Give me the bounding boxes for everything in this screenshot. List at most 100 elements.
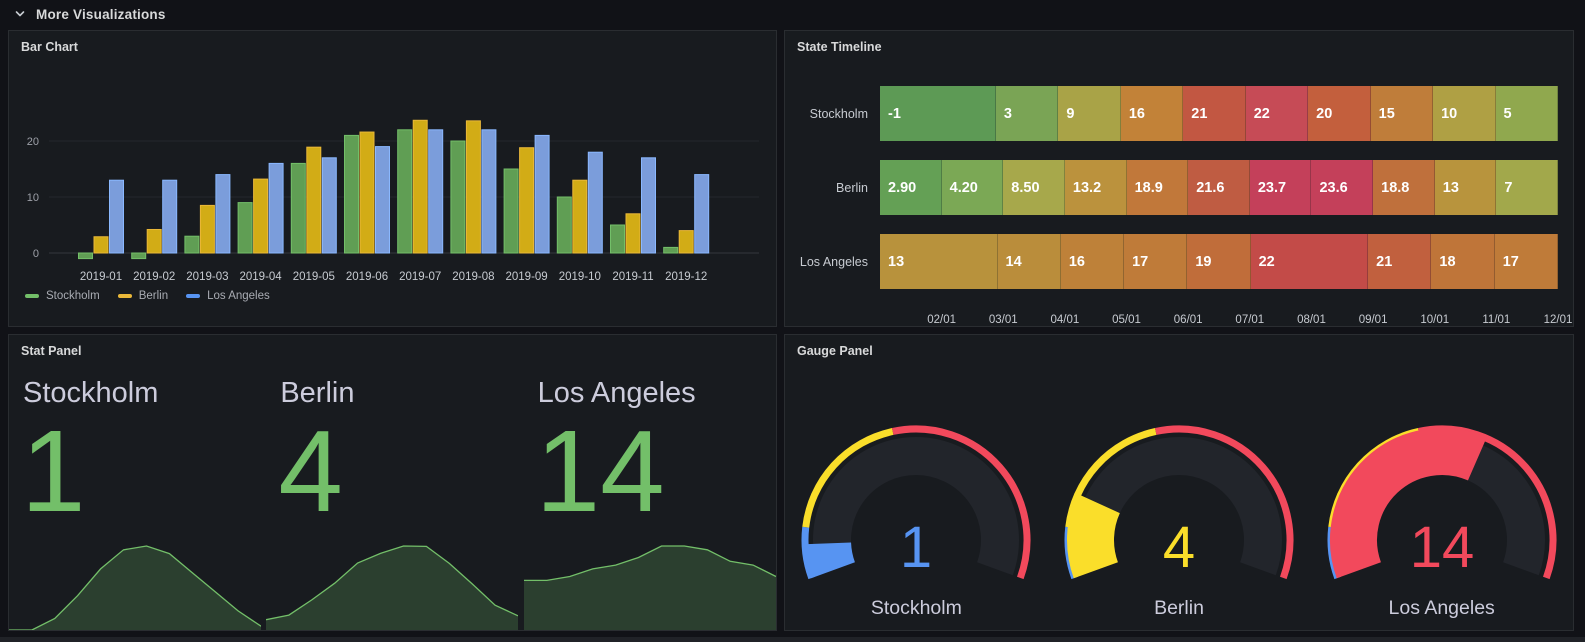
timeline-cell[interactable]: 21.6	[1188, 160, 1250, 215]
timeline-cells: 13 14 16 17 19 22 21 18 17	[880, 234, 1558, 289]
bar-berlin-2019-11	[625, 213, 641, 254]
bar-stockholm-2019-05	[290, 162, 306, 254]
bar-chart-x-tick: 2019-10	[559, 271, 601, 283]
bar-chart-panel: Bar Chart 0 10 20 2019-01 2019-02 2019-03 2019…	[8, 30, 777, 327]
gauge-value: 4	[1163, 515, 1195, 580]
timeline-cell[interactable]: 5	[1495, 86, 1558, 141]
timeline-cell[interactable]: 23.6	[1311, 160, 1374, 215]
stat-name: Berlin	[280, 377, 355, 409]
timeline-cell[interactable]: 16	[1120, 86, 1184, 141]
timeline-row-label: Berlin	[836, 180, 868, 195]
bar-los-angeles-2019-05	[321, 157, 337, 254]
stat-value: 1	[21, 406, 86, 536]
state-timeline-panel: State Timeline Stockholm -1 3 9 16 21 22 20 15 10…	[784, 30, 1574, 327]
timeline-cell[interactable]: 15	[1370, 86, 1434, 141]
state-timeline-panel-title[interactable]: State Timeline	[797, 40, 882, 54]
bar-chart-panel-title[interactable]: Bar Chart	[21, 40, 78, 54]
bottom-scrollbar-track[interactable]	[0, 637, 1585, 642]
bar-berlin-2019-04	[253, 178, 269, 254]
timeline-x-tick: 08/01	[1297, 314, 1326, 326]
legend-label: Los Angeles	[207, 290, 270, 302]
bar-stockholm-2019-12	[663, 246, 679, 254]
timeline-cell[interactable]: 20	[1308, 86, 1371, 141]
stat-berlin: Berlin 4	[266, 361, 519, 630]
chevron-down-icon[interactable]	[14, 8, 26, 20]
stat-panel-title[interactable]: Stat Panel	[21, 344, 82, 358]
timeline-cell[interactable]: 19	[1187, 234, 1251, 289]
stat-name: Los Angeles	[537, 377, 696, 409]
timeline-cell[interactable]: 9	[1058, 86, 1121, 141]
dashboard-row-title: More Visualizations	[36, 6, 166, 22]
timeline-cell[interactable]: 18.8	[1373, 160, 1435, 215]
bar-stockholm-2019-01	[78, 252, 93, 260]
timeline-x-tick: 07/01	[1235, 314, 1265, 326]
timeline-cell[interactable]: 13	[880, 234, 998, 289]
bar-los-angeles-2019-08	[481, 129, 497, 254]
bar-los-angeles-2019-02	[162, 179, 178, 254]
timeline-x-tick: 06/01	[1173, 314, 1203, 326]
timeline-cell[interactable]: 22	[1245, 86, 1309, 141]
timeline-cell[interactable]: 18	[1431, 234, 1495, 289]
timeline-x-tick: 02/01	[927, 314, 957, 326]
state-timeline-x-axis: 02/01 03/01 04/01 05/01 06/01 07/01 08/01 09/01…	[880, 312, 1572, 326]
bar-berlin-2019-09	[519, 147, 535, 254]
gauge-arc: 14	[1327, 425, 1557, 580]
timeline-x-tick: 04/01	[1050, 314, 1080, 326]
timeline-cell[interactable]: 17	[1124, 234, 1188, 289]
gauge-berlin: 4 Berlin	[1048, 423, 1311, 620]
bar-stockholm-2019-10	[556, 196, 572, 254]
bar-chart-canvas[interactable]: 0 10 20 2019-01 2019-02 2019-03 2019-04 2019-05…	[9, 59, 764, 288]
timeline-row-label: Los Angeles	[799, 254, 868, 269]
bar-stockholm-2019-02	[131, 252, 147, 260]
bar-los-angeles-2019-06	[375, 146, 390, 254]
bar-berlin-2019-10	[572, 179, 588, 254]
legend-swatch	[186, 294, 201, 298]
gauge-panel-title[interactable]: Gauge Panel	[797, 344, 873, 358]
state-timeline-canvas[interactable]: Stockholm -1 3 9 16 21 22 20 15 10 5 Berlin 2.90 4.20…	[785, 86, 1573, 308]
bar-los-angeles-2019-11	[641, 157, 656, 254]
timeline-cell[interactable]: 13	[1434, 160, 1497, 215]
bar-stockholm-2019-09	[503, 168, 519, 254]
timeline-row: Berlin 2.90 4.20 8.50 13.2 18.9 21.6 23.7 23.6 18…	[785, 160, 1559, 215]
timeline-cell[interactable]: 21	[1183, 86, 1246, 141]
timeline-x-tick: 10/01	[1420, 314, 1450, 326]
gauge-label: Los Angeles	[1388, 597, 1495, 619]
timeline-cell[interactable]: 13.2	[1064, 160, 1127, 215]
timeline-x-tick: 03/01	[988, 314, 1018, 326]
dashboard-row-header[interactable]: More Visualizations	[0, 0, 1585, 28]
bar-berlin-2019-02	[146, 228, 162, 254]
bar-los-angeles-2019-03	[215, 174, 231, 254]
timeline-cell[interactable]: 23.7	[1249, 160, 1312, 215]
timeline-cell[interactable]: 21	[1368, 234, 1432, 289]
stat-sparkline	[523, 545, 776, 630]
legend-label: Stockholm	[46, 290, 100, 302]
bar-los-angeles-2019-10	[587, 151, 603, 254]
timeline-x-tick: 11/01	[1482, 314, 1511, 326]
stat-panel-body: Stockholm 1 Berlin 4 Los Angeles 14	[9, 361, 776, 630]
timeline-cell[interactable]: 22	[1250, 234, 1369, 289]
legend-item-los-angeles[interactable]: Los Angeles	[186, 290, 270, 302]
timeline-cell[interactable]: 8.50	[1003, 160, 1065, 215]
bar-chart-x-tick: 2019-05	[293, 271, 335, 283]
bar-stockholm-2019-06	[344, 134, 359, 254]
legend-item-berlin[interactable]: Berlin	[117, 290, 168, 302]
timeline-cell[interactable]: 10	[1433, 86, 1496, 141]
timeline-cell[interactable]: 18.9	[1126, 160, 1189, 215]
bar-chart-y-tick: 10	[27, 192, 39, 204]
timeline-cell[interactable]: -1	[880, 86, 996, 141]
bar-stockholm-2019-11	[610, 224, 625, 254]
timeline-cell[interactable]: 2.90	[880, 160, 942, 215]
timeline-row-label: Stockholm	[809, 106, 868, 121]
timeline-cell[interactable]: 7	[1496, 160, 1559, 215]
timeline-cells: 2.90 4.20 8.50 13.2 18.9 21.6 23.7 23.6 18.8 13 7	[880, 160, 1559, 215]
legend-item-stockholm[interactable]: Stockholm	[25, 290, 100, 302]
bar-los-angeles-2019-09	[534, 134, 550, 254]
bar-chart-x-tick: 2019-11	[612, 271, 653, 283]
timeline-cell[interactable]: 17	[1494, 234, 1558, 289]
timeline-cell[interactable]: 14	[997, 234, 1061, 289]
timeline-cell[interactable]: 3	[995, 86, 1059, 141]
bar-los-angeles-2019-01	[109, 179, 124, 254]
bar-berlin-2019-08	[465, 120, 481, 254]
timeline-cell[interactable]: 16	[1060, 234, 1125, 289]
timeline-cell[interactable]: 4.20	[941, 160, 1004, 215]
